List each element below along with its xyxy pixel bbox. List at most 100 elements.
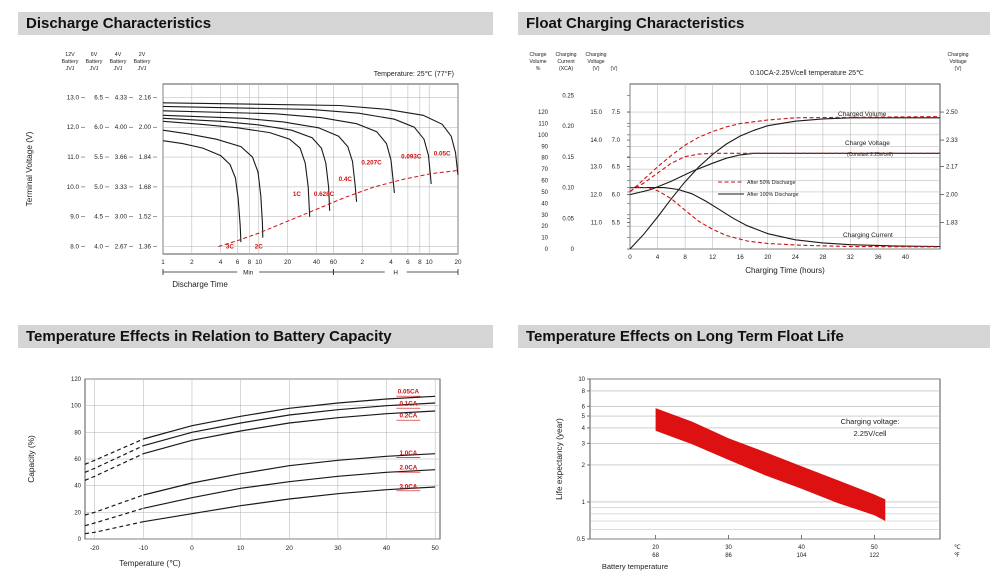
series-0.2CA-dashed: [84, 453, 144, 481]
series-charged-volume-50: [629, 116, 941, 193]
svg-text:10: 10: [541, 236, 548, 242]
svg-text:2.16: 2.16: [139, 94, 152, 101]
svg-text:2.17: 2.17: [946, 165, 958, 171]
svg-text:2.0CA: 2.0CA: [399, 465, 417, 472]
svg-text:0: 0: [78, 537, 82, 543]
svg-text:After 100% Discharge: After 100% Discharge: [747, 192, 799, 198]
svg-text:15.0: 15.0: [590, 110, 602, 116]
svg-text:8: 8: [418, 259, 422, 266]
svg-text:8: 8: [683, 254, 687, 261]
float-charging-chart: ChargeVolume%120110100908070605040302010…: [529, 52, 968, 275]
svg-text:0: 0: [190, 545, 194, 552]
svg-text:Life expectancy (year): Life expectancy (year): [554, 418, 564, 500]
svg-text:20: 20: [652, 545, 659, 551]
svg-text:0.05C: 0.05C: [434, 151, 451, 158]
panel-title: Temperature Effects in Relation to Batte…: [26, 328, 392, 345]
svg-text:1.36: 1.36: [139, 244, 152, 251]
svg-text:6: 6: [236, 259, 240, 266]
svg-text:0: 0: [545, 247, 549, 253]
svg-text:20: 20: [454, 259, 462, 266]
svg-text:1.0CA: 1.0CA: [399, 450, 417, 457]
svg-text:℃: ℃: [954, 545, 961, 551]
plot-area: [629, 83, 941, 250]
panel-header-temperature-capacity: Temperature Effects in Relation to Batte…: [18, 325, 493, 348]
svg-text:28: 28: [819, 254, 827, 261]
temperature-capacity-chart: 0 20 40 60 80 100 120 -20 -10 0 10 20 30 40 50 0.05CA 0.…: [26, 377, 441, 568]
svg-text:Battery: Battery: [86, 59, 103, 65]
series-1.0CA-dashed: [84, 494, 144, 516]
svg-text:0.10: 0.10: [562, 186, 574, 192]
svg-text:30: 30: [541, 213, 548, 219]
discharge-characteristics-chart: 12VBatteryJVJ13.012.011.010.09.08.06VBat…: [24, 52, 462, 289]
svg-text:JVJ: JVJ: [66, 66, 75, 72]
svg-text:Charging: Charging: [947, 52, 968, 58]
svg-text:Discharge Time: Discharge Time: [172, 280, 228, 289]
svg-text:5.0: 5.0: [94, 184, 103, 191]
svg-text:5.5: 5.5: [612, 221, 621, 227]
svg-text:Min: Min: [243, 269, 254, 276]
svg-text:4.5: 4.5: [94, 214, 103, 221]
svg-text:60: 60: [541, 179, 548, 185]
svg-text:7.5: 7.5: [612, 110, 621, 116]
series-0.628C: [162, 117, 331, 211]
svg-text:JVJ: JVJ: [138, 66, 147, 72]
svg-text:4V: 4V: [115, 52, 122, 58]
svg-text:120: 120: [538, 110, 549, 116]
svg-text:40: 40: [798, 545, 805, 551]
svg-text:100: 100: [71, 404, 82, 410]
svg-text:12V: 12V: [65, 52, 75, 58]
svg-text:Temperature: 25℃ (77°F): Temperature: 25℃ (77°F): [374, 70, 454, 78]
panel-header-discharge: Discharge Characteristics: [18, 12, 493, 35]
svg-text:0.05: 0.05: [562, 216, 574, 222]
svg-text:1: 1: [582, 500, 586, 506]
svg-text:6: 6: [582, 404, 586, 410]
series-0.05C: [162, 102, 459, 176]
series-0.05CA-dashed: [84, 438, 144, 465]
panel-title: Discharge Characteristics: [26, 15, 212, 32]
svg-text:(XCA): (XCA): [559, 66, 573, 72]
svg-text:60: 60: [74, 457, 81, 463]
svg-text:68: 68: [652, 553, 659, 559]
svg-text:40: 40: [74, 484, 81, 490]
svg-text:2.50: 2.50: [946, 110, 958, 116]
svg-text:7.0: 7.0: [612, 138, 621, 144]
series-3C: [162, 140, 242, 243]
svg-text:120: 120: [71, 377, 82, 383]
svg-text:110: 110: [538, 121, 548, 127]
svg-text:Terminal Voltage (V): Terminal Voltage (V): [24, 131, 34, 206]
svg-text:0.20: 0.20: [562, 124, 574, 130]
svg-text:2.25V/cell: 2.25V/cell: [854, 429, 887, 438]
series-0.05CA: [143, 395, 436, 440]
svg-text:Charge Voltage: Charge Voltage: [845, 140, 890, 147]
svg-text:6V: 6V: [91, 52, 98, 58]
svg-text:40: 40: [541, 201, 548, 207]
svg-text:20: 20: [284, 259, 292, 266]
svg-text:11.0: 11.0: [67, 154, 79, 161]
svg-text:1.52: 1.52: [139, 214, 152, 221]
svg-text:1C: 1C: [293, 191, 302, 198]
svg-text:86: 86: [725, 553, 732, 559]
svg-text:Current: Current: [557, 59, 575, 65]
svg-text:50: 50: [871, 545, 878, 551]
svg-text:Temperature (℃): Temperature (℃): [119, 559, 181, 568]
svg-text:0.207C: 0.207C: [361, 160, 382, 167]
svg-text:9.0: 9.0: [70, 214, 79, 221]
series-1C: [162, 120, 311, 217]
svg-text:0.25: 0.25: [562, 94, 574, 100]
svg-text:12.0: 12.0: [590, 193, 602, 199]
svg-text:2.33: 2.33: [946, 138, 958, 144]
svg-text:8: 8: [248, 259, 252, 266]
series-3.0CA-dashed: [84, 521, 144, 535]
series-charged-volume-100: [629, 117, 940, 250]
float-life-chart: 1086543210.5206830864010450122℃℉Battery …: [554, 377, 961, 571]
svg-text:Charge: Charge: [529, 52, 546, 58]
svg-text:1.83: 1.83: [946, 221, 958, 227]
svg-text:20: 20: [74, 510, 81, 516]
svg-text:4: 4: [656, 254, 660, 261]
panel-temperature-capacity: Temperature Effects in Relation to Batte…: [18, 325, 493, 578]
svg-text:20: 20: [541, 224, 548, 230]
svg-text:(V): (V): [593, 66, 600, 72]
svg-text:2: 2: [190, 259, 194, 266]
svg-text:(V): (V): [955, 66, 962, 72]
series-charging-current-100: [630, 187, 941, 248]
